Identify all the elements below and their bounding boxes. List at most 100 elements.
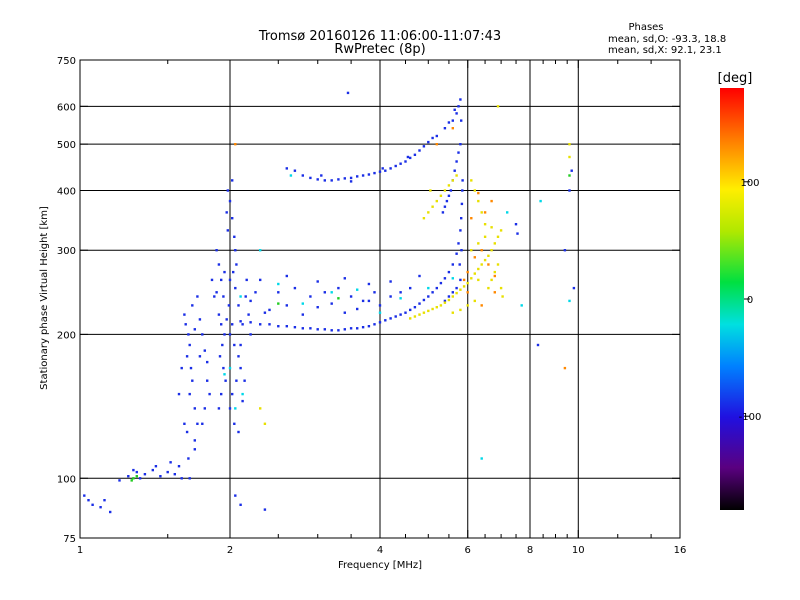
- data-point: [210, 278, 214, 282]
- data-point: [466, 281, 469, 285]
- data-point: [185, 430, 189, 434]
- data-point: [232, 270, 235, 274]
- data-point: [389, 317, 392, 320]
- data-point: [228, 333, 232, 336]
- data-point: [196, 422, 199, 425]
- y-tick-label: 100: [57, 474, 76, 485]
- data-point: [234, 494, 237, 497]
- data-point: [330, 291, 333, 294]
- data-point: [259, 278, 262, 282]
- data-point: [367, 325, 371, 328]
- data-point: [231, 323, 234, 326]
- data-point: [285, 167, 288, 170]
- y-tick-label: 600: [57, 102, 76, 113]
- axis-ticks: 1 2 4 6 8 10 16 75 100 200 300 400 500 600 750: [57, 56, 686, 556]
- data-point: [233, 343, 236, 347]
- data-point: [263, 422, 267, 425]
- data-point: [455, 286, 458, 290]
- y-tick-label: 75: [63, 534, 76, 545]
- data-point: [228, 407, 232, 410]
- data-point: [87, 499, 90, 502]
- data-point: [166, 470, 169, 474]
- data-point: [451, 127, 454, 130]
- data-point: [563, 249, 567, 252]
- data-point: [241, 392, 244, 396]
- data-point: [483, 223, 487, 226]
- data-point: [490, 278, 493, 282]
- chart-subtitle: RwPretec (8p): [334, 42, 425, 57]
- colorbar-tick-label: -100: [739, 412, 762, 423]
- data-point: [223, 270, 226, 274]
- data-point: [418, 313, 421, 316]
- data-point: [183, 313, 186, 316]
- data-point: [480, 457, 483, 460]
- data-point: [169, 461, 172, 464]
- data-point: [460, 119, 463, 122]
- data-point: [226, 229, 229, 232]
- data-point: [323, 328, 326, 331]
- data-point: [237, 304, 240, 307]
- data-point: [443, 299, 447, 303]
- y-tick-label: 500: [57, 140, 76, 151]
- data-point: [301, 327, 304, 330]
- colorbar-tick-label: 0: [747, 295, 753, 306]
- data-point: [451, 277, 454, 280]
- data-point: [277, 282, 280, 286]
- data-point: [277, 291, 280, 294]
- data-point: [459, 143, 462, 146]
- data-point: [191, 379, 194, 382]
- data-point: [217, 263, 221, 266]
- data-point: [389, 280, 392, 283]
- data-point: [422, 217, 426, 220]
- data-point: [239, 366, 242, 370]
- data-point: [514, 223, 518, 226]
- y-axis-label: Stationary phase Virtual Height [km]: [39, 206, 50, 390]
- data-point: [206, 379, 209, 382]
- data-point: [343, 311, 346, 314]
- data-point: [520, 304, 523, 307]
- data-point: [455, 291, 458, 295]
- data-point: [293, 286, 297, 290]
- data-point: [193, 448, 196, 451]
- colorbar: [720, 88, 744, 510]
- data-point: [451, 295, 454, 298]
- data-point: [151, 468, 154, 472]
- data-point: [109, 510, 112, 514]
- data-point: [349, 180, 353, 183]
- data-point: [208, 392, 211, 396]
- data-point: [222, 366, 225, 370]
- data-point: [477, 191, 480, 195]
- y-tick-label: 750: [57, 56, 76, 67]
- data-point: [330, 179, 333, 182]
- data-point: [427, 211, 430, 214]
- data-point: [185, 355, 189, 358]
- colorbar-ticks: 100 0 -100: [739, 178, 762, 423]
- data-point: [234, 143, 237, 146]
- data-point: [435, 286, 438, 290]
- data-point: [461, 179, 464, 182]
- data-point: [431, 205, 434, 208]
- data-point: [389, 295, 392, 298]
- data-point: [443, 127, 447, 130]
- data-point: [462, 278, 466, 282]
- data-point: [373, 323, 376, 326]
- data-point: [459, 229, 462, 232]
- data-point: [201, 333, 204, 336]
- data-point: [356, 175, 359, 178]
- data-point: [457, 151, 460, 154]
- data-point: [447, 194, 451, 197]
- data-point: [188, 477, 191, 480]
- data-point: [241, 399, 244, 403]
- data-point: [506, 211, 509, 214]
- data-point: [337, 329, 340, 332]
- data-point: [263, 508, 267, 511]
- data-point: [309, 176, 312, 180]
- data-point: [239, 503, 242, 506]
- data-point: [563, 366, 567, 370]
- data-point: [466, 304, 469, 307]
- data-point: [225, 211, 228, 214]
- data-point: [337, 178, 340, 181]
- data-point: [493, 291, 496, 294]
- data-point: [449, 189, 453, 192]
- data-point: [435, 306, 438, 309]
